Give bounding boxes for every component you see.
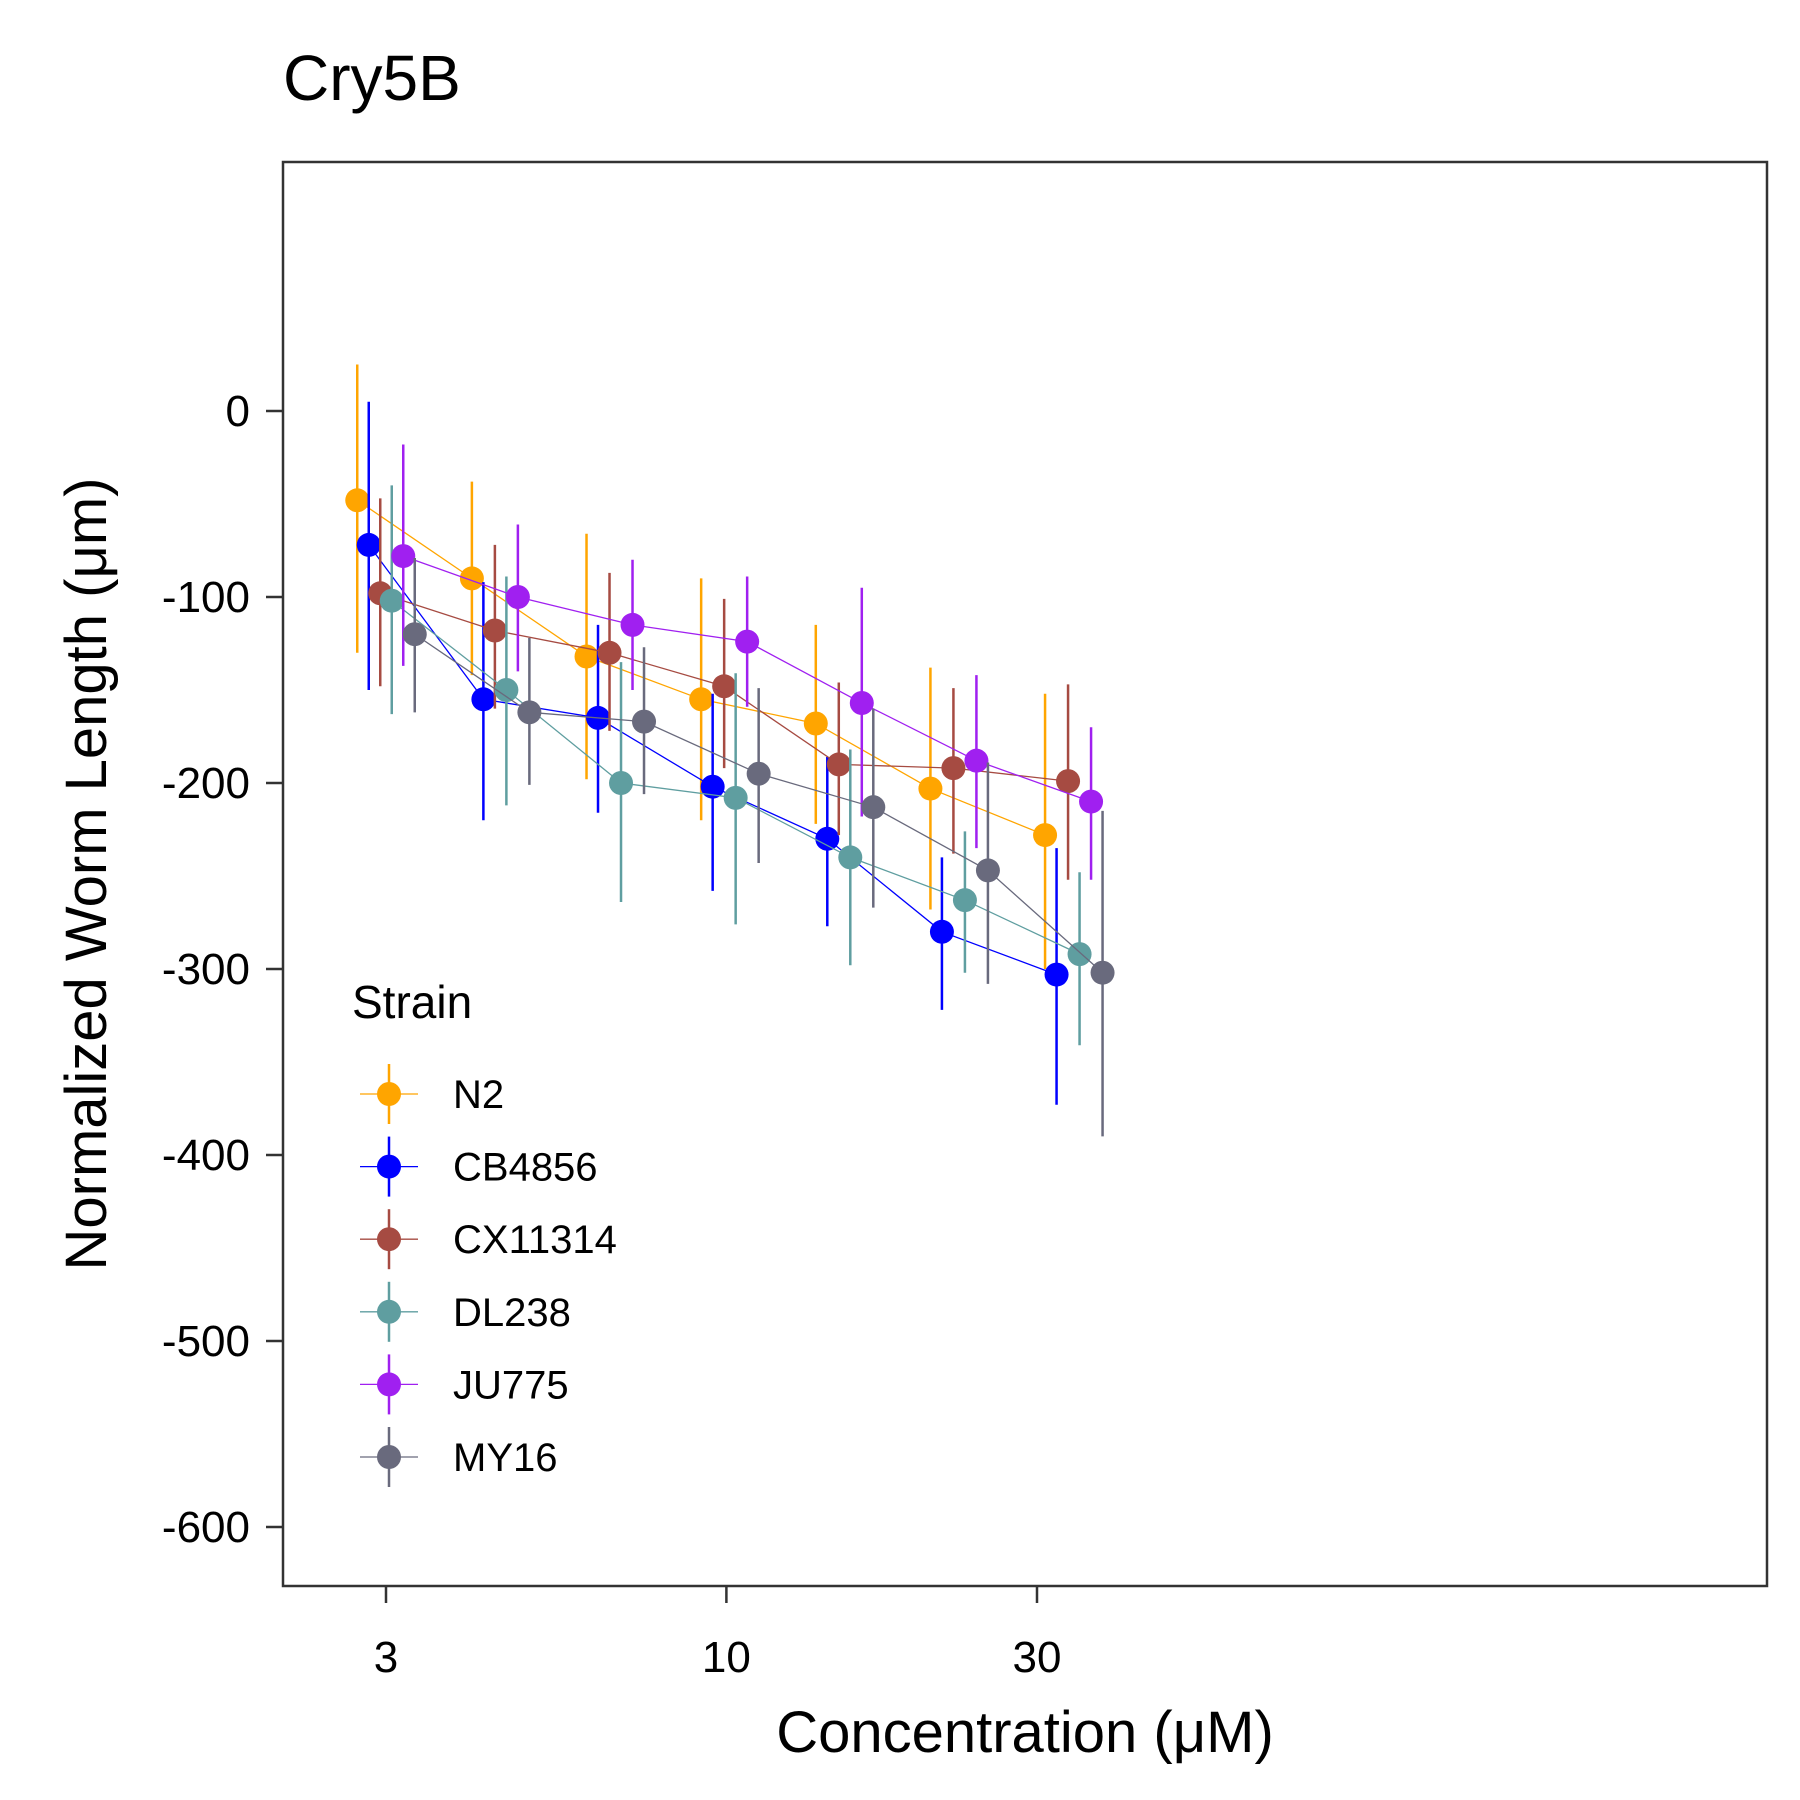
legend-label: DL238	[453, 1291, 571, 1335]
data-point	[482, 618, 507, 643]
data-point	[609, 771, 634, 795]
data-point	[964, 748, 989, 773]
data-point	[402, 622, 427, 647]
series-my16	[402, 557, 1115, 1137]
data-point	[918, 776, 943, 801]
data-point	[356, 532, 381, 557]
y-tick-label: 0	[226, 387, 250, 436]
data-point	[735, 629, 760, 654]
legend-item-n2: N2	[360, 1064, 504, 1124]
legend-label: N2	[453, 1073, 504, 1117]
series-layer	[345, 364, 1115, 1137]
data-point	[391, 544, 416, 569]
data-point	[632, 709, 657, 734]
series-ju775	[391, 444, 1104, 880]
legend-label: CB4856	[453, 1146, 598, 1190]
y-tick-label: -400	[162, 1131, 250, 1180]
data-point	[952, 888, 977, 913]
data-point	[620, 612, 645, 637]
data-point	[929, 919, 954, 944]
data-point	[1033, 823, 1058, 848]
data-point	[459, 566, 484, 591]
data-point	[861, 795, 886, 820]
data-point	[815, 826, 840, 851]
data-point	[849, 691, 874, 716]
data-point	[838, 845, 863, 870]
data-point	[826, 752, 851, 777]
legend-item-ju775: JU775	[360, 1354, 569, 1415]
y-axis: 0 -100 -200 -300 -400 -500 -600	[162, 387, 283, 1552]
y-axis-title: Normalized Worm Length (μm)	[54, 478, 119, 1271]
data-point	[517, 700, 542, 725]
data-point	[471, 687, 496, 712]
y-tick-label: -200	[162, 759, 250, 808]
data-point	[975, 858, 1000, 883]
data-point	[941, 756, 966, 781]
y-tick-label: -300	[162, 945, 250, 994]
data-point	[712, 674, 737, 699]
legend-label: MY16	[453, 1436, 558, 1480]
legend-swatch	[377, 1082, 401, 1106]
data-point	[1044, 962, 1069, 987]
x-axis: 3 10 30	[374, 1586, 1062, 1682]
data-point	[345, 488, 370, 513]
legend-item-cb4856: CB4856	[360, 1136, 598, 1197]
data-point	[723, 785, 748, 810]
legend-item-my16: MY16	[360, 1427, 558, 1487]
legend-swatch	[377, 1445, 401, 1469]
legend-swatch	[377, 1299, 401, 1324]
data-point	[746, 761, 771, 786]
series-cb4856	[356, 401, 1069, 1105]
series-n2	[345, 364, 1058, 969]
data-point	[689, 687, 714, 712]
legend-item-dl238: DL238	[360, 1281, 571, 1342]
data-point	[1079, 789, 1104, 814]
y-tick-label: -100	[162, 573, 250, 622]
data-point	[1056, 769, 1081, 794]
legend-item-cx11314: CX11314	[360, 1209, 617, 1270]
legend-swatch	[377, 1372, 401, 1397]
x-axis-title: Concentration (μM)	[776, 1700, 1274, 1765]
data-point	[1090, 960, 1115, 985]
data-point	[700, 774, 725, 799]
x-tick-label: 3	[374, 1633, 398, 1682]
plot-panel	[281, 160, 1769, 1588]
legend: Strain N2 CB4856 CX11314 DL238 JU775 MY16	[352, 976, 617, 1487]
data-point	[1067, 942, 1092, 967]
data-point	[803, 711, 828, 736]
legend-label: JU775	[453, 1363, 569, 1407]
chart-title: Cry5B	[283, 42, 461, 114]
data-point	[574, 644, 599, 669]
y-tick-label: -500	[162, 1317, 250, 1366]
data-point	[505, 585, 530, 609]
legend-swatch	[377, 1227, 401, 1252]
legend-label: CX11314	[453, 1218, 617, 1262]
y-tick-label: -600	[162, 1503, 250, 1552]
data-point	[494, 678, 519, 702]
series-dl238	[379, 485, 1092, 1046]
data-point	[379, 588, 404, 613]
legend-title: Strain	[352, 976, 472, 1028]
data-point	[597, 640, 622, 665]
legend-swatch	[377, 1154, 401, 1179]
series-cx11314	[368, 498, 1081, 880]
x-tick-label: 10	[702, 1633, 751, 1682]
x-tick-label: 30	[1013, 1633, 1062, 1682]
